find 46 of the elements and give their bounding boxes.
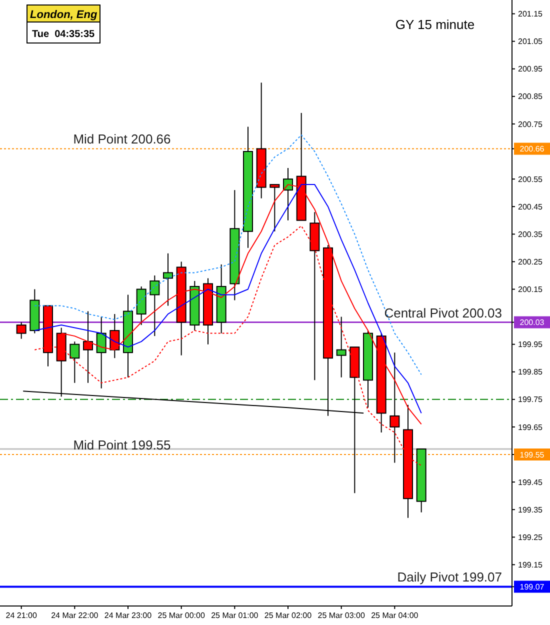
y-tick-label: 200.75: [518, 120, 544, 129]
ref-line-label: Daily Pivot 199.07: [397, 570, 502, 585]
y-tick-label: 199.25: [518, 532, 544, 542]
y-tick-label: 199.07: [520, 582, 545, 592]
y-tick-label: 199.65: [518, 422, 544, 432]
y-tick-label: 199.55: [520, 450, 545, 460]
y-tick-label: 200.55: [518, 174, 544, 184]
candlestick: [96, 316, 106, 389]
y-tick-label: 200.03: [520, 318, 545, 328]
y-tick-label: 199.85: [518, 368, 544, 377]
x-tick-label: 25 Mar 02:00: [264, 611, 312, 620]
y-tick-label: 200.66: [520, 144, 545, 154]
x-tick-label: 25 Mar 00:00: [158, 611, 206, 620]
y-tick-label: 199.45: [518, 478, 544, 487]
candlestick: [150, 274, 160, 337]
candlestick: [283, 168, 293, 221]
y-tick-label: 200.35: [518, 230, 544, 239]
annotation: London, Eng: [30, 9, 98, 21]
x-tick-label: 24 21:00: [6, 611, 38, 620]
x-tick-label: 25 Mar 04:00: [371, 611, 419, 620]
x-tick-label: 25 Mar 01:00: [211, 611, 259, 620]
ref-line-label: Central Pivot 200.03: [384, 305, 502, 320]
y-tick-label: 200.85: [518, 92, 544, 102]
candlestick: [336, 316, 346, 378]
y-tick-label: 200.15: [518, 285, 544, 294]
y-tick-label: 199.35: [518, 505, 544, 514]
candlestick: [163, 252, 173, 306]
y-tick-label: 200.95: [518, 64, 544, 74]
ref-line-label: Mid Point 199.55: [73, 438, 171, 452]
x-tick-label: 24 Mar 23:00: [104, 611, 152, 620]
y-tick-label: 199.15: [518, 560, 544, 570]
candlestick: [16, 322, 26, 340]
candlestick: [83, 310, 93, 384]
text: GY 15 minute: [395, 17, 475, 32]
annotation: Tue 04:35:35: [32, 29, 96, 40]
y-tick-label: 201.05: [518, 37, 544, 46]
y-tick-label: 200.45: [518, 202, 544, 212]
y-tick-label: 201.15: [518, 10, 544, 19]
x-tick-label: 24 Mar 22:00: [51, 611, 99, 620]
x-tick-label: 25 Mar 03:00: [318, 611, 366, 620]
candlestick: [110, 314, 120, 359]
candlestick: [70, 341, 80, 384]
ref-line-label: Mid Point 200.66: [73, 132, 171, 147]
y-tick-label: 199.95: [518, 340, 544, 350]
y-tick-label: 200.25: [518, 257, 544, 266]
y-tick-label: 199.75: [518, 395, 544, 404]
